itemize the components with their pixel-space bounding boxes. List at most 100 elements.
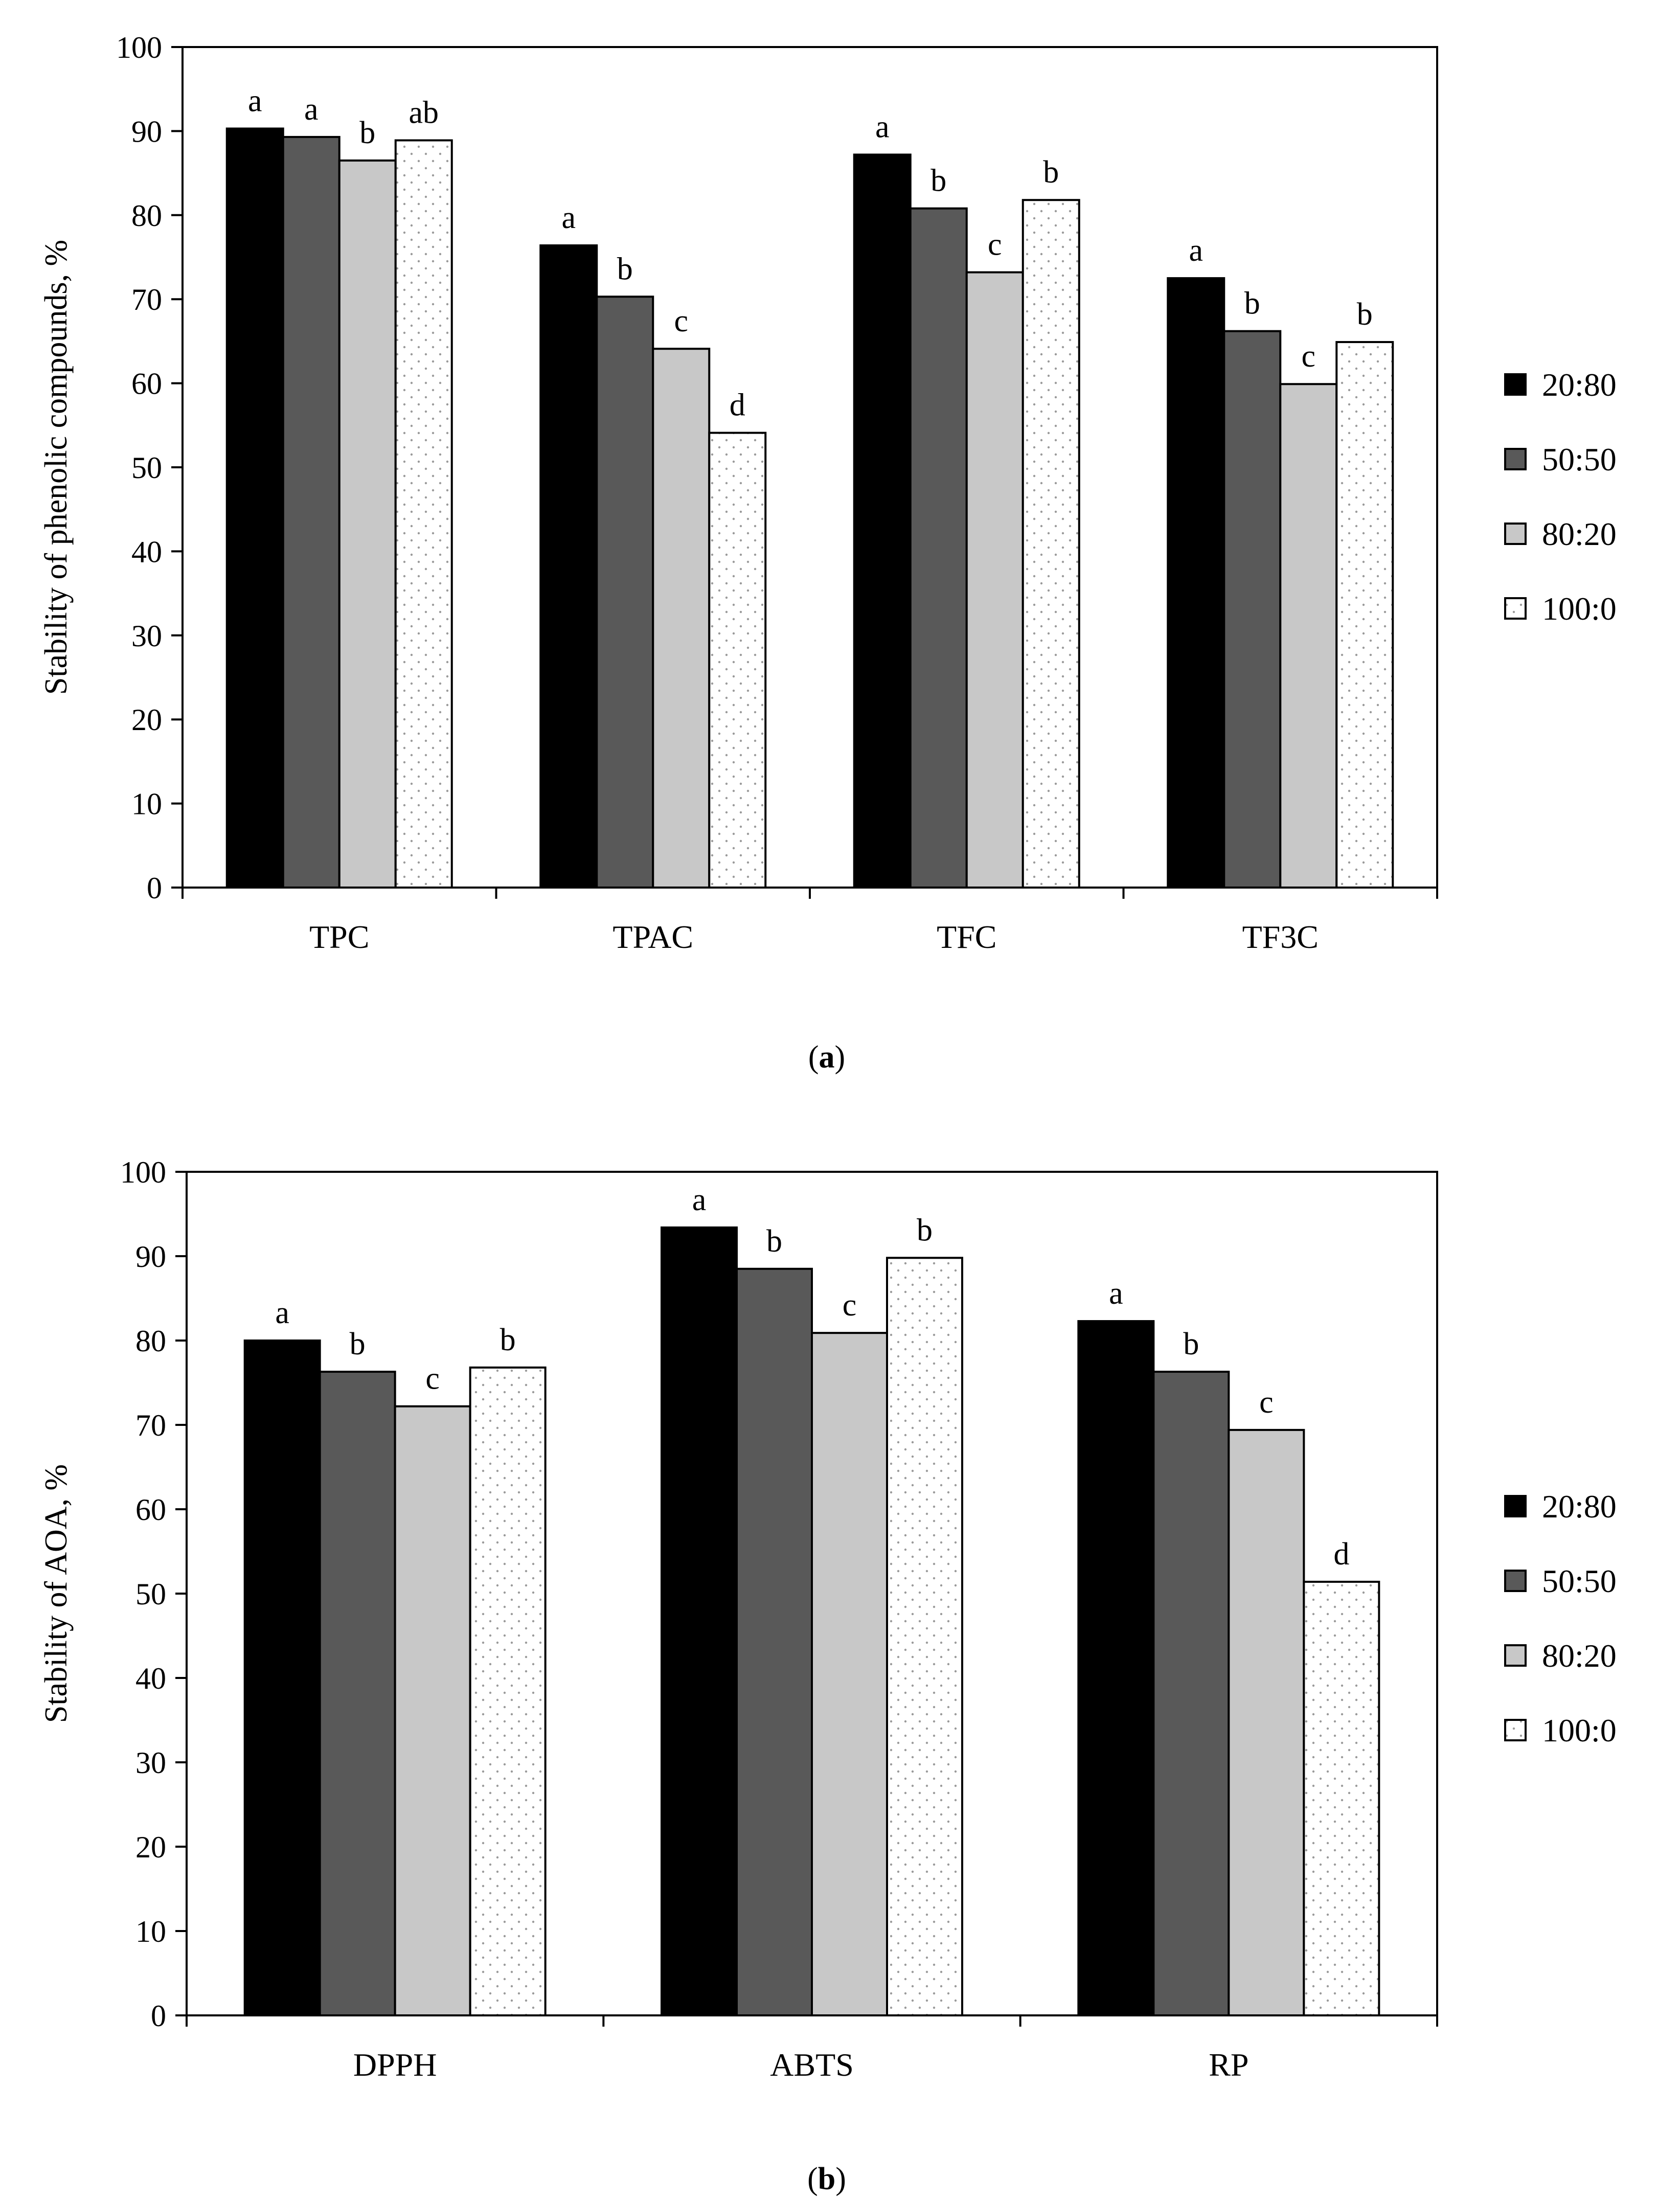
- significance-letter: a: [1189, 233, 1203, 268]
- significance-letter: b: [350, 1327, 366, 1361]
- significance-letter: a: [304, 92, 319, 127]
- significance-letter: a: [1109, 1276, 1123, 1311]
- bar-tf3c-80-20: [1279, 383, 1338, 889]
- significance-letter: b: [930, 164, 946, 198]
- significance-letter: a: [692, 1183, 707, 1217]
- bar-tpc-20-80: [225, 127, 284, 889]
- legend-swatch-100-0: [1504, 597, 1527, 620]
- category-label-abts: ABTS: [770, 2047, 854, 2083]
- panel-label-a-letter: a: [819, 1040, 835, 1075]
- y-tick-label: 50: [131, 451, 162, 485]
- legend-swatch-20-80: [1504, 373, 1527, 396]
- bar-abts-100-0: [886, 1257, 963, 2016]
- bar-tpac-80-20: [652, 348, 711, 889]
- significance-letter: a: [275, 1296, 289, 1330]
- significance-letter: c: [425, 1361, 440, 1396]
- y-tick-label: 0: [151, 1999, 166, 2033]
- significance-letter: b: [617, 252, 633, 286]
- bar-tf3c-50-50: [1223, 330, 1282, 889]
- y-tick-label: 20: [131, 703, 162, 737]
- y-tick-label: 40: [131, 535, 162, 569]
- significance-letter: c: [1301, 339, 1315, 374]
- significance-letter: b: [917, 1213, 933, 1247]
- category-label-tfc: TFC: [937, 919, 996, 955]
- legend-label-20-80: 20:80: [1542, 367, 1617, 403]
- y-tick-label: 40: [135, 1662, 166, 1695]
- y-tick-label: 60: [135, 1493, 166, 1527]
- y-tick-label: 30: [135, 1746, 166, 1780]
- bar-tpc-100-0: [394, 139, 453, 889]
- bar-tpc-50-50: [282, 135, 340, 889]
- significance-letter: b: [1357, 297, 1373, 332]
- bar-tf3c-20-80: [1167, 277, 1225, 889]
- bar-dpph-80-20: [394, 1405, 471, 2016]
- legend-swatch-20-80: [1504, 1495, 1527, 1517]
- significance-letter: b: [500, 1323, 516, 1357]
- category-label-dpph: DPPH: [353, 2047, 437, 2083]
- significance-letter: c: [1259, 1385, 1274, 1420]
- bar-abts-20-80: [661, 1226, 738, 2016]
- significance-letter: c: [674, 304, 688, 338]
- y-tick-label: 0: [147, 871, 162, 905]
- significance-letter: d: [730, 388, 745, 423]
- y-axis-title: Stability of phenolic compounds, %: [39, 240, 74, 695]
- y-tick-label: 70: [131, 283, 162, 316]
- y-axis-title: Stability of AOA, %: [39, 1464, 74, 1723]
- bar-tfc-100-0: [1021, 199, 1080, 889]
- legend-swatch-80-20: [1504, 523, 1527, 545]
- legend-label-80-20: 80:20: [1542, 1638, 1617, 1674]
- panel-label-b: (b): [807, 2162, 846, 2196]
- panel-label-b-letter: b: [818, 2162, 835, 2196]
- bar-tpc-80-20: [338, 159, 397, 889]
- panel-label-a: (a): [808, 1040, 845, 1075]
- significance-letter: b: [1244, 286, 1260, 321]
- y-tick-label: 80: [135, 1324, 166, 1358]
- significance-letter: b: [1043, 155, 1059, 190]
- bar-tpac-20-80: [539, 244, 598, 889]
- bar-tfc-50-50: [909, 207, 968, 889]
- y-tick-label: 90: [131, 115, 162, 148]
- significance-letter: a: [561, 200, 576, 235]
- legend-swatch-50-50: [1504, 448, 1527, 470]
- category-label-tpac: TPAC: [612, 919, 693, 955]
- bar-rp-100-0: [1303, 1580, 1380, 2016]
- significance-letter: c: [843, 1288, 857, 1323]
- y-tick-label: 50: [135, 1577, 166, 1611]
- y-tick-label: 100: [116, 31, 162, 64]
- bar-dpph-50-50: [319, 1371, 396, 2016]
- significance-letter: b: [359, 116, 375, 150]
- legend: 20:80 50:50 80:20 100:0: [1504, 1488, 1617, 1749]
- legend-swatch-80-20: [1504, 1644, 1527, 1667]
- bar-rp-20-80: [1077, 1320, 1155, 2016]
- bar-tfc-80-20: [965, 271, 1024, 889]
- y-tick-label: 70: [135, 1409, 166, 1442]
- y-tick-label: 10: [131, 787, 162, 821]
- legend-label-100-0: 100:0: [1542, 591, 1617, 627]
- legend-label-80-20: 80:20: [1542, 516, 1617, 552]
- legend-label-50-50: 50:50: [1542, 441, 1617, 478]
- y-tick-label: 10: [135, 1915, 166, 1948]
- y-tick-label: 80: [131, 199, 162, 233]
- bar-tpac-50-50: [596, 296, 654, 889]
- category-label-rp: RP: [1209, 2047, 1248, 2083]
- bar-tfc-20-80: [853, 153, 912, 889]
- legend-label-20-80: 20:80: [1542, 1488, 1617, 1525]
- legend-swatch-50-50: [1504, 1570, 1527, 1592]
- significance-letter: a: [875, 109, 890, 144]
- significance-letter: d: [1333, 1537, 1349, 1572]
- chart-panel-b: 0 10 20 30 40 50 60 70 80 90 100 a b c b DPPH a b c b ABTS a b…: [39, 1155, 1617, 2083]
- bar-abts-50-50: [736, 1267, 813, 2016]
- legend-label-50-50: 50:50: [1542, 1563, 1617, 1599]
- bar-tf3c-100-0: [1335, 341, 1394, 889]
- y-tick-label: 90: [135, 1240, 166, 1274]
- y-tick-label: 100: [120, 1155, 166, 1189]
- bar-abts-80-20: [811, 1332, 888, 2016]
- y-tick-label: 60: [131, 367, 162, 401]
- significance-letter: c: [988, 228, 1002, 262]
- bar-dpph-20-80: [243, 1340, 321, 2016]
- legend: 20:80 50:50 80:20 100:0: [1504, 367, 1617, 627]
- bar-rp-50-50: [1152, 1371, 1230, 2016]
- category-label-tf3c: TF3C: [1242, 919, 1319, 955]
- y-tick-label: 30: [131, 619, 162, 653]
